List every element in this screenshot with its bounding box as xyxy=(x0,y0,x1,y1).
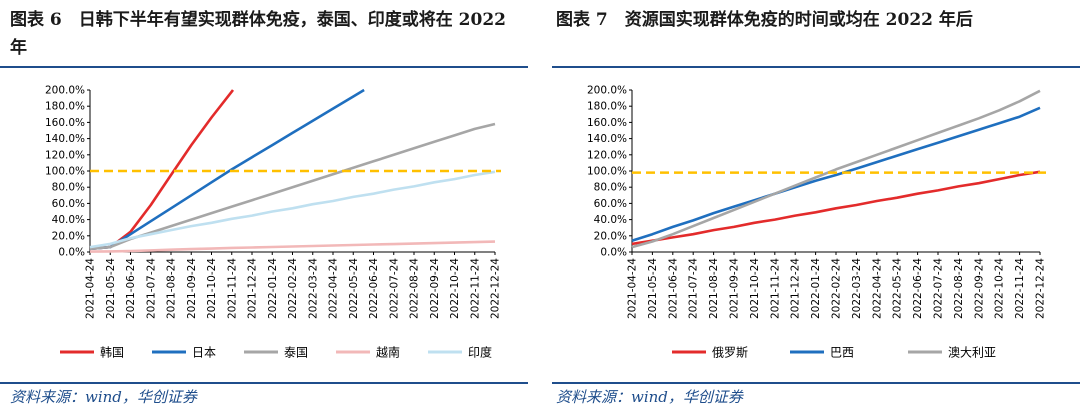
x-tick-label: 2022-02-24 xyxy=(831,258,843,319)
x-tick-label: 2021-04-24 xyxy=(85,258,97,319)
x-tick-label: 2021-12-24 xyxy=(247,258,259,319)
x-tick-label: 2022-01-24 xyxy=(810,258,822,319)
x-tick-label: 2022-10-24 xyxy=(994,258,1006,319)
x-tick-label: 2022-12-24 xyxy=(490,258,502,319)
x-tick-label: 2022-07-24 xyxy=(933,258,945,319)
y-tick-label: 20.0% xyxy=(594,230,627,242)
x-tick-label: 2022-05-24 xyxy=(892,258,904,319)
legend-label: 韩国 xyxy=(100,345,124,360)
x-tick-label: 2022-08-24 xyxy=(953,258,965,319)
title-rule xyxy=(0,66,528,68)
x-tick-label: 2021-06-24 xyxy=(667,258,679,319)
chart-panel-left: 图表 6 日韩下半年有望实现群体免疫，泰国、印度或将在 2022 年 0.0% 2… xyxy=(0,0,528,417)
x-tick-label: 2022-09-24 xyxy=(973,258,985,319)
x-tick-label: 2021-09-24 xyxy=(729,258,741,319)
x-tick-label: 2021-05-24 xyxy=(647,258,659,319)
y-tick-label: 180.0% xyxy=(587,101,627,113)
y-tick-label: 160.0% xyxy=(587,117,627,129)
x-tick-label: 2022-08-24 xyxy=(409,258,421,319)
y-tick-label: 80.0% xyxy=(594,182,627,194)
y-tick-label: 200.0% xyxy=(587,85,627,97)
legend-label: 俄罗斯 xyxy=(712,346,748,360)
x-tick-label: 2021-10-24 xyxy=(206,258,218,319)
x-tick-label: 2022-12-24 xyxy=(1035,258,1047,319)
x-tick-label: 2022-06-24 xyxy=(912,258,924,319)
y-tick-label: 40.0% xyxy=(594,214,627,226)
x-tick-label: 2022-06-24 xyxy=(368,258,380,319)
x-tick-label: 2022-05-24 xyxy=(348,258,360,319)
x-tick-label: 2022-03-24 xyxy=(307,258,319,319)
y-tick-label: 0.0% xyxy=(600,247,627,259)
x-tick-label: 2022-07-24 xyxy=(388,258,400,319)
chart-title: 图表 6 日韩下半年有望实现群体免疫，泰国、印度或将在 2022 年 xyxy=(10,10,506,58)
y-tick-label: 100.0% xyxy=(587,166,627,178)
x-tick-label: 2021-06-24 xyxy=(125,258,137,319)
source-rule xyxy=(552,382,1080,384)
y-tick-label: 140.0% xyxy=(45,133,85,145)
x-tick-label: 2022-04-24 xyxy=(328,258,340,319)
chart-vaccination-asia: 0.0% 20.0% 40.0% 60.0% 80.0% 100.0% 120.0% 140.… xyxy=(45,85,502,360)
y-tick-label: 200.0% xyxy=(45,85,85,97)
y-tick-label: 60.0% xyxy=(594,198,627,210)
series-line-1 xyxy=(631,170,1041,246)
chart-title: 图表 7 资源国实现群体免疫的时间或均在 2022 年后 xyxy=(556,10,973,30)
x-tick-label: 2021-08-24 xyxy=(708,258,720,319)
series-line-3 xyxy=(89,122,496,251)
x-tick-label: 2022-03-24 xyxy=(851,258,863,319)
legend-label: 日本 xyxy=(192,346,216,360)
series-line-4 xyxy=(89,240,496,253)
x-tick-label: 2021-07-24 xyxy=(145,258,157,319)
legend-label: 澳大利亚 xyxy=(948,346,996,360)
y-tick-label: 20.0% xyxy=(52,230,85,242)
x-tick-label: 2021-10-24 xyxy=(749,258,761,319)
title-rule xyxy=(552,66,1080,68)
x-tick-label: 2021-11-24 xyxy=(226,258,238,319)
y-tick-label: 120.0% xyxy=(587,149,627,161)
series-line-1 xyxy=(89,89,235,251)
x-tick-label: 2021-05-24 xyxy=(105,258,117,319)
x-tick-label: 2021-07-24 xyxy=(688,258,700,319)
x-tick-label: 2021-08-24 xyxy=(166,258,178,319)
x-tick-label: 2022-11-24 xyxy=(1014,258,1026,319)
x-tick-label: 2022-02-24 xyxy=(287,258,299,319)
source-note: 资料来源：wind，华创证券 xyxy=(556,388,743,406)
legend-label: 印度 xyxy=(468,345,492,360)
series-line-2 xyxy=(89,88,365,251)
source-note: 资料来源：wind，华创证券 xyxy=(10,388,197,406)
chart-panel-right: 图表 7 资源国实现群体免疫的时间或均在 2022 年后 0.0% 20.0% 40… xyxy=(552,0,1080,417)
y-tick-label: 120.0% xyxy=(45,149,85,161)
series-line-5 xyxy=(89,170,496,249)
x-tick-label: 2021-11-24 xyxy=(769,258,781,319)
x-tick-label: 2022-11-24 xyxy=(469,258,481,319)
y-tick-label: 140.0% xyxy=(587,133,627,145)
x-tick-label: 2021-09-24 xyxy=(186,258,198,319)
series-line-3 xyxy=(631,89,1041,249)
series-line-2 xyxy=(631,106,1041,242)
y-tick-label: 80.0% xyxy=(52,182,85,194)
y-tick-label: 40.0% xyxy=(52,214,85,226)
x-tick-label: 2022-04-24 xyxy=(871,258,883,319)
y-tick-label: 60.0% xyxy=(52,198,85,210)
source-rule xyxy=(0,382,528,384)
legend-label: 越南 xyxy=(376,345,400,360)
x-tick-label: 2022-01-24 xyxy=(267,258,279,319)
y-tick-label: 160.0% xyxy=(45,117,85,129)
x-tick-label: 2022-10-24 xyxy=(449,258,461,319)
x-tick-label: 2021-12-24 xyxy=(790,258,802,319)
y-tick-label: 0.0% xyxy=(58,247,85,259)
y-tick-label: 100.0% xyxy=(45,166,85,178)
legend-label: 泰国 xyxy=(284,346,308,360)
x-tick-label: 2022-09-24 xyxy=(429,258,441,319)
legend-label: 巴西 xyxy=(830,346,854,360)
chart-vaccination-resource: 0.0% 20.0% 40.0% 60.0% 80.0% 100.0% 120.0% 140.… xyxy=(587,85,1047,360)
x-tick-label: 2021-04-24 xyxy=(627,258,639,319)
y-tick-label: 180.0% xyxy=(45,101,85,113)
